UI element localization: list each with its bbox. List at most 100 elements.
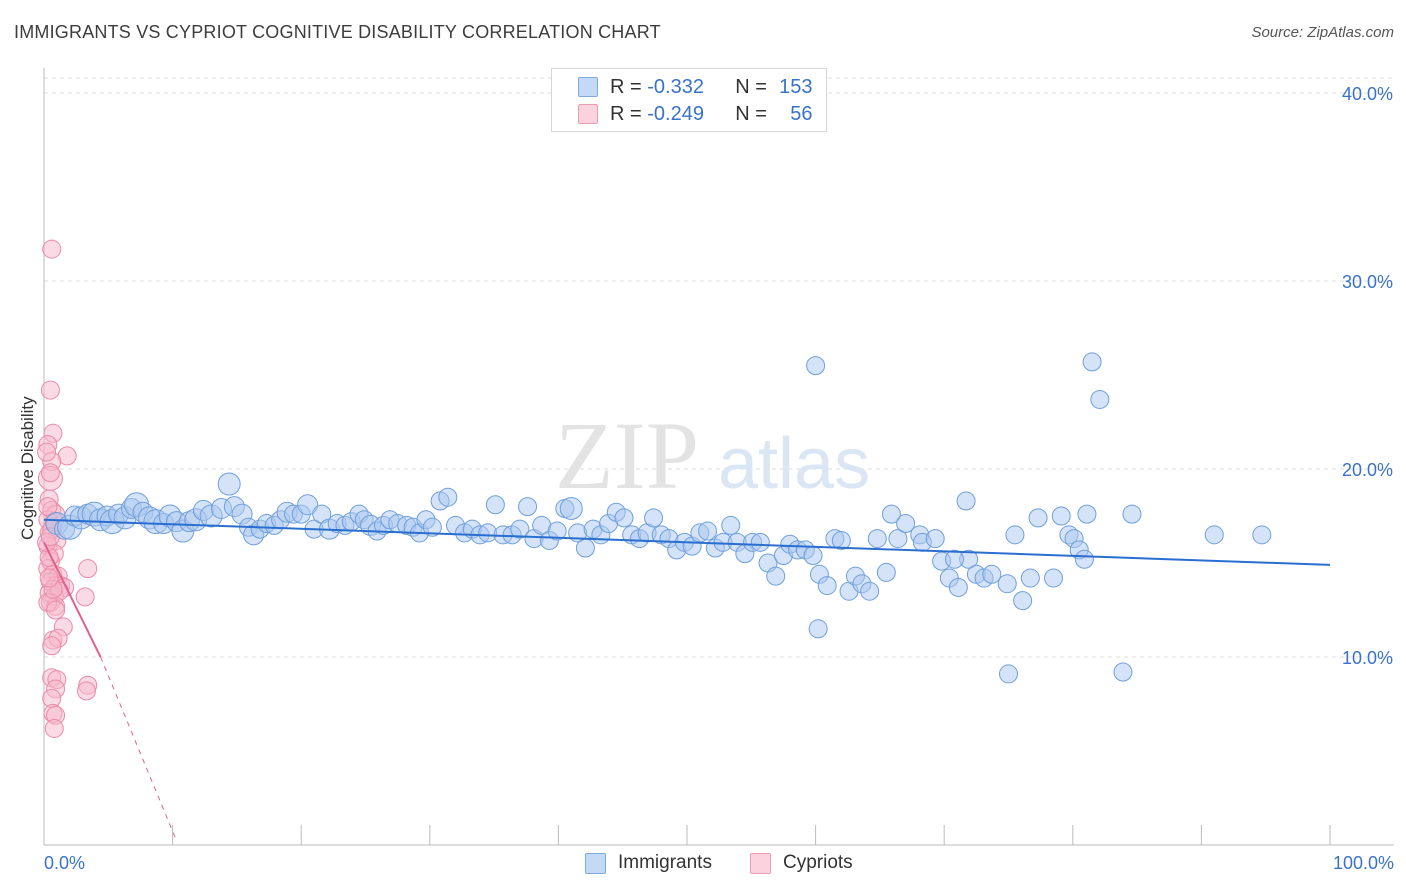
cypriots-swatch (750, 852, 771, 874)
immigrants-point (1082, 352, 1102, 372)
immigrants-point (808, 619, 828, 639)
legend-n-label: N = (735, 75, 767, 98)
immigrants-point (698, 521, 718, 541)
cypriots-point (42, 239, 62, 259)
immigrants-point (1090, 389, 1110, 409)
legend-n-value-immigrants: 153 (779, 75, 813, 98)
immigrants-point (217, 472, 241, 496)
bottom-legend-cypriots[interactable]: Cypriots (750, 852, 853, 874)
immigrants-point (766, 566, 786, 586)
immigrants-point (485, 495, 505, 515)
immigrants-point (925, 529, 945, 549)
y-tick-label-30: 30.0% (1342, 272, 1393, 292)
legend-r-label: R = (610, 102, 642, 125)
immigrants-point (1020, 568, 1040, 588)
cypriots-point (78, 559, 98, 579)
immigrants-point (860, 581, 880, 601)
immigrants-point (1044, 568, 1064, 588)
cypriots-point (44, 718, 64, 738)
immigrants-point (982, 564, 1002, 584)
x-tick-label-max: 100.0% (1333, 853, 1394, 873)
immigrants-point (1113, 662, 1133, 682)
immigrants-point (1074, 549, 1094, 569)
grid-lines (44, 77, 1394, 658)
immigrants-point (803, 545, 823, 565)
y-tick-labels: 10.0% 20.0% 30.0% 40.0% (1342, 84, 1393, 668)
immigrants-point (806, 356, 826, 376)
immigrants-point (944, 549, 964, 569)
legend-r-value-immigrants: -0.332 (647, 75, 704, 98)
legend-r-label: R = (610, 75, 642, 98)
bottom-legend-immigrants[interactable]: Immigrants (585, 852, 712, 874)
y-tick-label-10: 10.0% (1342, 648, 1393, 668)
cypriots-point (40, 380, 60, 400)
x-tick-label-min: 0.0% (44, 853, 85, 873)
immigrants-point (547, 521, 567, 541)
legend-box: R = -0.332 N = 153 R = -0.249 N = 56 (551, 68, 827, 132)
watermark-zip: ZIP (555, 402, 699, 509)
immigrants-point (750, 532, 770, 552)
cypriots-trend-line (43, 541, 102, 658)
immigrants-point (831, 530, 851, 550)
immigrants-legend-label: Immigrants (618, 852, 712, 873)
cypriots-point (76, 681, 96, 701)
immigrants-point (867, 529, 887, 549)
immigrants-point (1013, 591, 1033, 611)
immigrants-point (881, 504, 901, 524)
immigrants-series (45, 352, 1272, 684)
immigrants-trend-line (43, 518, 1331, 566)
watermark-atlas: atlas (718, 424, 870, 504)
y-axis-label: Cognitive Disability (18, 396, 37, 540)
cypriots-point (40, 463, 60, 483)
immigrants-point (1204, 525, 1224, 545)
legend-n-label: N = (735, 102, 767, 125)
cypriots-point (37, 442, 57, 462)
immigrants-point (438, 487, 458, 507)
legend-row-cypriots: R = -0.249 N = 56 (578, 102, 813, 126)
immigrants-point (997, 574, 1017, 594)
immigrants-point (721, 515, 741, 535)
y-tick-label-40: 40.0% (1342, 84, 1393, 104)
immigrants-point (999, 664, 1018, 684)
immigrants-point (817, 576, 837, 596)
cypriots-point (46, 600, 66, 620)
cypriots-legend-label: Cypriots (783, 852, 853, 873)
immigrants-point (297, 494, 319, 516)
legend-row-immigrants: R = -0.332 N = 153 (578, 75, 813, 99)
cypriots-series (37, 239, 98, 738)
immigrants-point (422, 517, 442, 537)
legend-r-value-cypriots: -0.249 (647, 102, 704, 125)
immigrants-point (510, 519, 530, 539)
immigrants-point (876, 562, 896, 582)
immigrants-point (1028, 508, 1048, 528)
immigrants-point (956, 491, 976, 511)
immigrants-point (518, 497, 538, 517)
immigrants-point (614, 508, 634, 528)
immigrants-point (575, 538, 595, 558)
immigrants-point (1252, 525, 1272, 545)
chart-title: IMMIGRANTS VS CYPRIOT COGNITIVE DISABILI… (14, 22, 661, 42)
cypriots-trend-extension (100, 656, 176, 838)
cypriots-point (39, 568, 59, 588)
immigrants-swatch (578, 77, 598, 97)
immigrants-point (948, 577, 968, 597)
trend-lines (43, 518, 1331, 838)
immigrants-point (896, 514, 916, 534)
cypriots-point (75, 587, 95, 607)
axes (43, 68, 1394, 846)
legend-n-value-cypriots: 56 (790, 102, 813, 125)
cypriots-swatch (578, 104, 598, 124)
immigrants-point (1005, 525, 1025, 545)
immigrants-point (1077, 504, 1097, 524)
immigrants-swatch (585, 852, 606, 874)
immigrants-point (644, 508, 664, 528)
immigrants-point (1051, 506, 1071, 526)
immigrants-point (888, 529, 908, 549)
source-label: Source: ZipAtlas.com (1251, 24, 1394, 41)
cypriots-point (38, 497, 58, 517)
y-tick-label-20: 20.0% (1342, 460, 1393, 480)
cypriots-point (42, 636, 62, 656)
immigrants-point (559, 496, 583, 520)
immigrants-point (1122, 504, 1142, 524)
